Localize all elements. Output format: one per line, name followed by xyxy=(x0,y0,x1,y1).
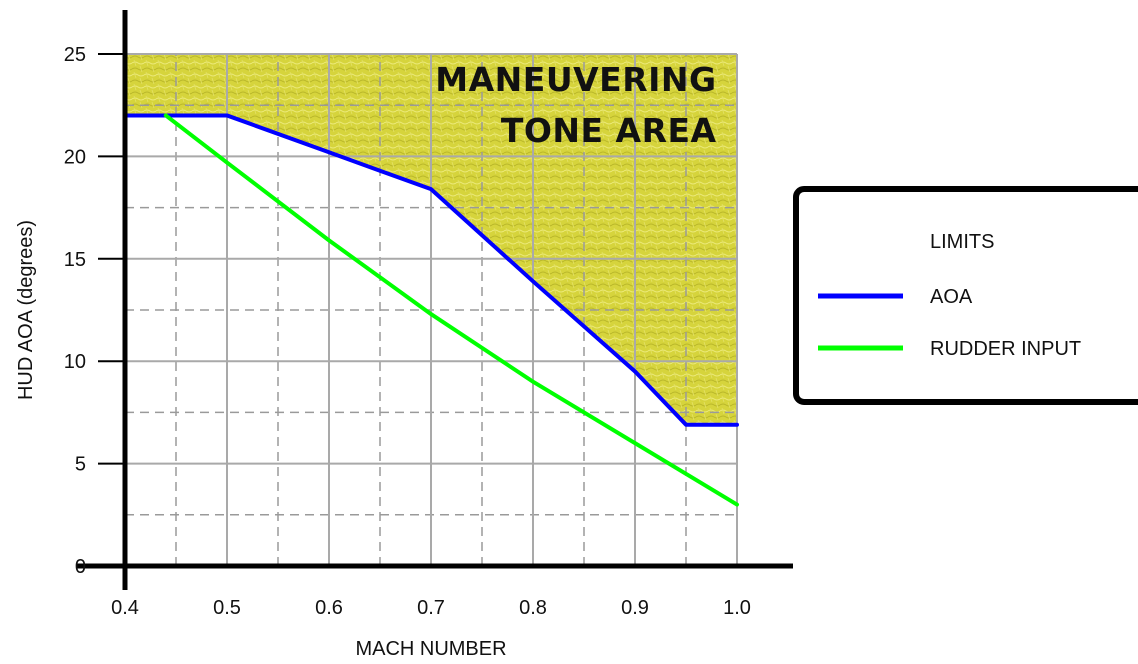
x-tick-labels: 0.4 0.5 0.6 0.7 0.8 0.9 1.0 xyxy=(111,597,751,619)
y-tick-label: 20 xyxy=(64,146,86,168)
x-tick-label: 0.4 xyxy=(111,597,139,619)
legend-entries: AOA RUDDER INPUT xyxy=(818,286,1081,360)
x-tick-label: 0.9 xyxy=(621,597,649,619)
y-tick-label: 25 xyxy=(64,44,86,66)
legend-entry-label: RUDDER INPUT xyxy=(930,338,1081,360)
area-label-line-1: MANEUVERING xyxy=(435,60,716,99)
y-tick-label: 5 xyxy=(75,454,86,476)
x-tick-label: 0.8 xyxy=(519,597,547,619)
x-axis-title: MACH NUMBER xyxy=(355,638,506,660)
y-axis-title: HUD AOA (degrees) xyxy=(15,220,37,400)
axes xyxy=(76,10,793,590)
x-tick-label: 0.7 xyxy=(417,597,445,619)
y-tick-labels: 0 5 10 15 20 25 xyxy=(64,44,86,578)
y-tick-label: 0 xyxy=(75,556,86,578)
y-tick-label: 10 xyxy=(64,351,86,373)
area-label-line-2: TONE AREA xyxy=(501,111,717,150)
y-tick-label: 15 xyxy=(64,249,86,271)
legend: LIMITS AOA RUDDER INPUT xyxy=(793,186,1138,405)
x-tick-label: 0.6 xyxy=(315,597,343,619)
maneuvering-tone-area xyxy=(125,54,737,425)
grid-solid-lines xyxy=(125,53,738,566)
x-tick-label: 1.0 xyxy=(723,597,751,619)
legend-entry-label: AOA xyxy=(930,286,973,308)
series-layer xyxy=(123,113,739,507)
x-tick-label: 0.5 xyxy=(213,597,241,619)
aoa-limit-line xyxy=(123,113,739,427)
legend-title: LIMITS xyxy=(930,231,994,253)
